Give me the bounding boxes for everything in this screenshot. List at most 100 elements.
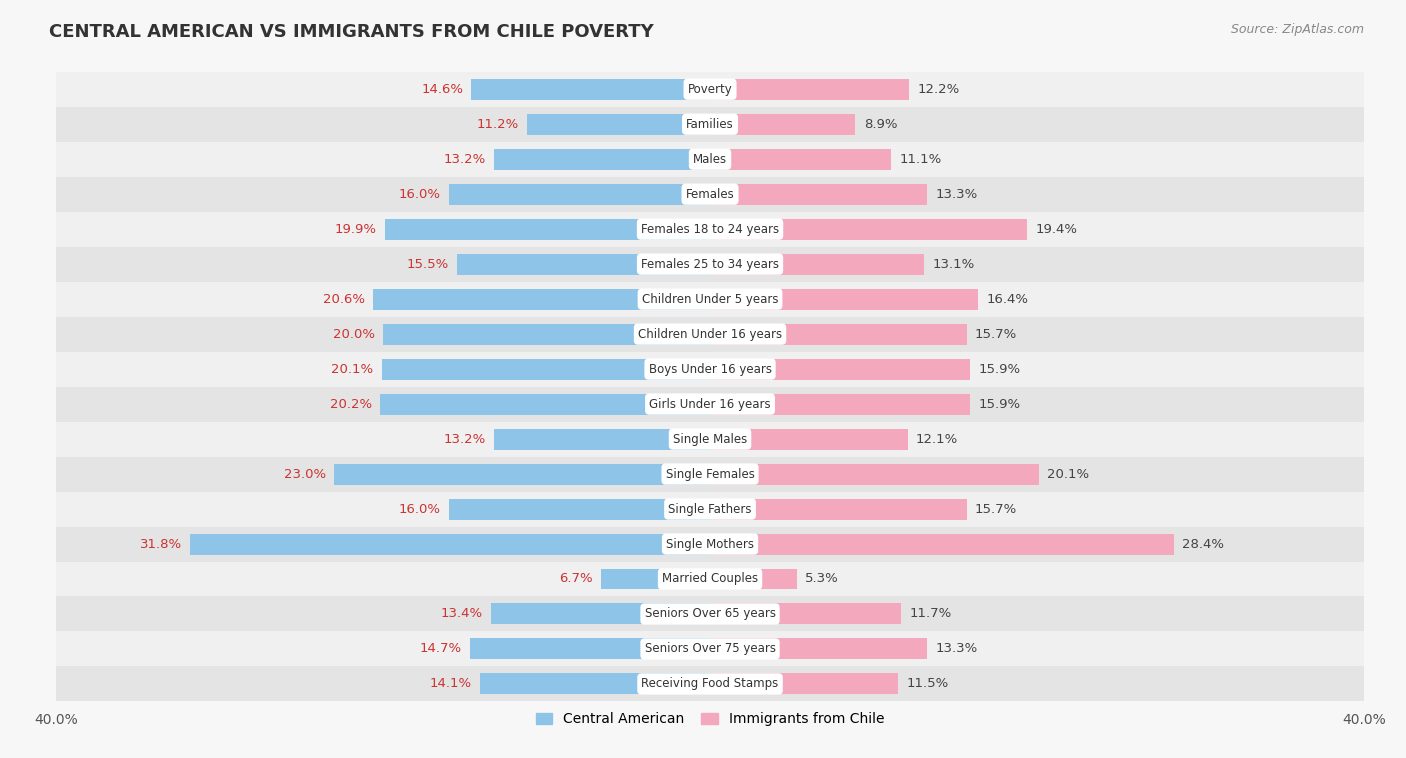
Bar — [457, 254, 710, 274]
Text: 15.7%: 15.7% — [974, 327, 1017, 340]
Text: 11.1%: 11.1% — [900, 152, 942, 166]
Text: 13.1%: 13.1% — [932, 258, 974, 271]
Text: 14.1%: 14.1% — [429, 678, 471, 691]
Text: Receiving Food Stamps: Receiving Food Stamps — [641, 678, 779, 691]
Bar — [495, 428, 710, 449]
Bar — [710, 534, 1174, 555]
Text: 20.0%: 20.0% — [333, 327, 375, 340]
Text: 16.0%: 16.0% — [398, 503, 440, 515]
Text: 11.2%: 11.2% — [477, 117, 519, 130]
Bar — [56, 352, 1364, 387]
Bar — [479, 673, 710, 694]
Text: Females: Females — [686, 188, 734, 201]
Bar — [710, 324, 967, 345]
Text: 13.2%: 13.2% — [444, 152, 486, 166]
Text: 14.6%: 14.6% — [422, 83, 463, 96]
Bar — [374, 289, 710, 309]
Bar — [381, 359, 710, 380]
Text: 15.7%: 15.7% — [974, 503, 1017, 515]
Bar — [449, 183, 710, 205]
Bar — [56, 562, 1364, 597]
Bar — [56, 72, 1364, 107]
Text: 13.4%: 13.4% — [440, 607, 482, 621]
Text: 20.6%: 20.6% — [323, 293, 366, 305]
Text: Single Males: Single Males — [673, 433, 747, 446]
Bar — [56, 282, 1364, 317]
Text: 19.4%: 19.4% — [1035, 223, 1077, 236]
Bar — [710, 289, 979, 309]
Bar — [56, 142, 1364, 177]
Text: 20.1%: 20.1% — [1046, 468, 1088, 481]
Bar — [56, 527, 1364, 562]
Text: 16.4%: 16.4% — [986, 293, 1028, 305]
Text: Children Under 5 years: Children Under 5 years — [641, 293, 779, 305]
Bar — [56, 666, 1364, 701]
Text: Children Under 16 years: Children Under 16 years — [638, 327, 782, 340]
Text: Married Couples: Married Couples — [662, 572, 758, 585]
Text: 15.5%: 15.5% — [406, 258, 449, 271]
Text: 16.0%: 16.0% — [398, 188, 440, 201]
Bar — [710, 638, 928, 659]
Bar — [527, 114, 710, 135]
Bar — [190, 534, 710, 555]
Text: 12.2%: 12.2% — [918, 83, 960, 96]
Text: 15.9%: 15.9% — [979, 398, 1021, 411]
Bar — [491, 603, 710, 625]
Text: Males: Males — [693, 152, 727, 166]
Bar — [382, 324, 710, 345]
Bar — [449, 499, 710, 519]
Bar — [56, 421, 1364, 456]
Bar — [56, 177, 1364, 211]
Text: Source: ZipAtlas.com: Source: ZipAtlas.com — [1230, 23, 1364, 36]
Bar — [56, 597, 1364, 631]
Text: Females 25 to 34 years: Females 25 to 34 years — [641, 258, 779, 271]
Bar — [710, 393, 970, 415]
Bar — [56, 107, 1364, 142]
Text: 31.8%: 31.8% — [141, 537, 183, 550]
Bar — [710, 359, 970, 380]
Bar — [710, 254, 924, 274]
Text: 28.4%: 28.4% — [1182, 537, 1225, 550]
Text: Single Females: Single Females — [665, 468, 755, 481]
Text: 23.0%: 23.0% — [284, 468, 326, 481]
Bar — [495, 149, 710, 170]
Text: CENTRAL AMERICAN VS IMMIGRANTS FROM CHILE POVERTY: CENTRAL AMERICAN VS IMMIGRANTS FROM CHIL… — [49, 23, 654, 41]
Bar — [380, 393, 710, 415]
Text: 15.9%: 15.9% — [979, 362, 1021, 375]
Bar — [710, 114, 855, 135]
Bar — [56, 491, 1364, 527]
Bar — [710, 79, 910, 100]
Bar — [335, 464, 710, 484]
Text: 20.2%: 20.2% — [329, 398, 371, 411]
Text: 11.7%: 11.7% — [910, 607, 952, 621]
Text: 19.9%: 19.9% — [335, 223, 377, 236]
Text: Poverty: Poverty — [688, 83, 733, 96]
Bar — [56, 211, 1364, 246]
Text: 8.9%: 8.9% — [863, 117, 897, 130]
Bar — [56, 631, 1364, 666]
Bar — [56, 246, 1364, 282]
Legend: Central American, Immigrants from Chile: Central American, Immigrants from Chile — [529, 705, 891, 733]
Text: Girls Under 16 years: Girls Under 16 years — [650, 398, 770, 411]
Bar — [56, 456, 1364, 491]
Bar — [710, 568, 797, 590]
Text: 13.2%: 13.2% — [444, 433, 486, 446]
Bar — [710, 183, 928, 205]
Bar — [600, 568, 710, 590]
Text: Single Mothers: Single Mothers — [666, 537, 754, 550]
Bar — [710, 603, 901, 625]
Text: 13.3%: 13.3% — [935, 188, 977, 201]
Bar — [56, 317, 1364, 352]
Bar — [710, 149, 891, 170]
Text: Females 18 to 24 years: Females 18 to 24 years — [641, 223, 779, 236]
Text: 14.7%: 14.7% — [419, 643, 461, 656]
Text: 13.3%: 13.3% — [935, 643, 977, 656]
Bar — [470, 638, 710, 659]
Bar — [471, 79, 710, 100]
Text: 12.1%: 12.1% — [915, 433, 959, 446]
Bar — [710, 464, 1039, 484]
Bar — [710, 428, 908, 449]
Text: Families: Families — [686, 117, 734, 130]
Text: 11.5%: 11.5% — [905, 678, 949, 691]
Bar — [710, 218, 1028, 240]
